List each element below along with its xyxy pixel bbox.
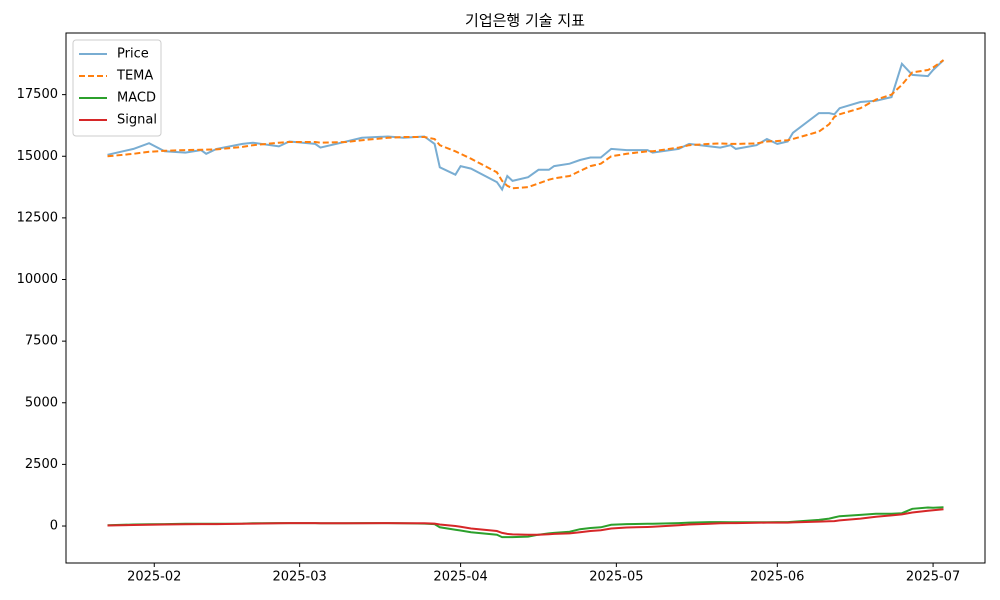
- y-tick-label: 2500: [25, 457, 58, 472]
- y-tick-label: 15000: [17, 149, 58, 164]
- y-tick-label: 12500: [17, 210, 58, 225]
- x-tick-label: 2025-07: [906, 570, 960, 585]
- series-line: [107, 59, 945, 190]
- x-tick-label: 2025-04: [433, 570, 487, 585]
- x-tick-label: 2025-05: [589, 570, 643, 585]
- chart-title: 기업은행 기술 지표: [465, 12, 585, 30]
- x-tick-label: 2025-02: [127, 570, 181, 585]
- legend-label: Price: [117, 47, 149, 62]
- y-tick-label: 0: [50, 519, 58, 534]
- series-line: [107, 59, 945, 192]
- legend-label: Signal: [117, 113, 157, 128]
- plot-frame: [65, 32, 986, 564]
- legend-box: [72, 39, 162, 137]
- legend-label: TEMA: [116, 69, 153, 84]
- series-line: [107, 508, 944, 536]
- legend-label: MACD: [117, 91, 156, 106]
- y-tick-label: 7500: [25, 334, 58, 349]
- y-tick-label: 17500: [17, 87, 58, 102]
- y-tick-label: 5000: [25, 395, 58, 410]
- x-tick-label: 2025-06: [750, 570, 804, 585]
- x-tick-label: 2025-03: [272, 570, 326, 585]
- y-tick-label: 10000: [17, 272, 58, 287]
